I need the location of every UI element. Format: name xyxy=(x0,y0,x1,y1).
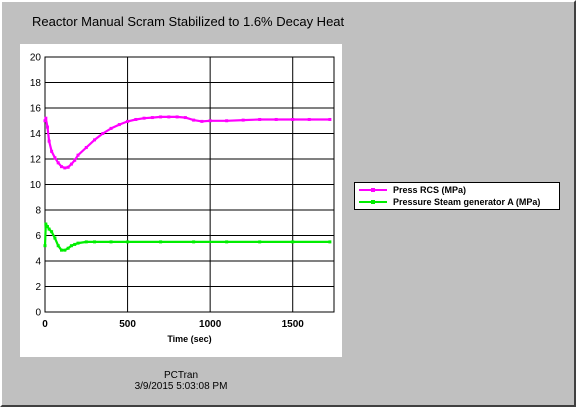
data-point xyxy=(44,116,48,120)
data-point xyxy=(328,117,332,121)
data-point xyxy=(45,225,49,229)
data-point xyxy=(56,244,60,248)
data-point xyxy=(45,125,49,129)
data-point xyxy=(84,146,88,150)
data-point xyxy=(192,240,196,244)
data-point xyxy=(76,241,80,245)
data-point xyxy=(63,248,67,252)
data-point xyxy=(63,166,67,170)
y-tick-label: 0 xyxy=(35,308,41,319)
y-tick-label: 8 xyxy=(35,206,41,217)
series-line-1 xyxy=(43,222,330,252)
data-point xyxy=(56,161,60,165)
series-line-0 xyxy=(43,115,330,169)
x-tick-label: 1000 xyxy=(199,319,222,330)
data-point xyxy=(44,222,48,226)
y-tick-label: 20 xyxy=(30,53,42,64)
data-point xyxy=(60,248,64,252)
data-point xyxy=(258,117,262,121)
plot-panel xyxy=(20,44,342,357)
data-point xyxy=(150,116,154,120)
y-tick-label: 14 xyxy=(30,129,42,140)
footer-timestamp: 3/9/2015 5:03:08 PM xyxy=(134,381,228,392)
data-point xyxy=(225,240,229,244)
y-tick-label: 6 xyxy=(35,231,41,242)
data-point xyxy=(43,244,47,248)
data-point xyxy=(167,115,171,119)
data-point xyxy=(126,119,130,123)
x-tick-label: 0 xyxy=(42,319,48,330)
data-point xyxy=(192,118,196,122)
data-point xyxy=(258,240,262,244)
legend-swatch-pressure-sg-a xyxy=(355,196,393,208)
data-point xyxy=(109,240,113,244)
x-tick-label: 500 xyxy=(119,319,136,330)
legend: Press RCS (MPa) Pressure Steam generator… xyxy=(354,182,560,210)
legend-item-pressure-sg-a: Pressure Steam generator A (MPa) xyxy=(355,196,540,208)
data-point xyxy=(93,138,97,142)
y-tick-label: 18 xyxy=(30,78,42,89)
data-point xyxy=(159,115,163,119)
data-point xyxy=(66,165,70,169)
data-point xyxy=(73,158,77,162)
data-point xyxy=(175,115,179,119)
data-point xyxy=(60,165,64,169)
legend-label-press-rcs: Press RCS (MPa) xyxy=(393,185,467,195)
data-point xyxy=(69,162,73,166)
data-point xyxy=(109,126,113,130)
data-point xyxy=(291,117,295,121)
y-tick-label: 12 xyxy=(30,155,42,166)
data-point xyxy=(208,119,212,123)
data-point xyxy=(200,119,204,123)
data-point xyxy=(225,119,229,123)
y-tick-label: 16 xyxy=(30,104,42,115)
data-point xyxy=(126,240,130,244)
y-tick-label: 10 xyxy=(30,180,42,191)
data-point xyxy=(47,227,51,231)
data-point xyxy=(183,116,187,120)
legend-item-press-rcs: Press RCS (MPa) xyxy=(355,184,466,196)
legend-swatch-press-rcs xyxy=(355,184,393,196)
data-point xyxy=(53,236,57,240)
data-point xyxy=(84,240,88,244)
data-point xyxy=(328,240,332,244)
legend-label-pressure-sg-a: Pressure Steam generator A (MPa) xyxy=(393,197,541,207)
data-point xyxy=(291,240,295,244)
chart-title: Reactor Manual Scram Stabilized to 1.6% … xyxy=(32,14,345,29)
footer-app-name: PCTran xyxy=(163,370,199,381)
data-point xyxy=(142,116,146,120)
y-tick-label: 2 xyxy=(35,282,41,293)
data-point xyxy=(66,246,70,250)
data-point xyxy=(76,153,80,157)
footer: PCTran 3/9/2015 5:03:08 PM xyxy=(0,370,362,392)
x-tick-label: 1500 xyxy=(282,319,305,330)
x-axis-label: Time (sec) xyxy=(167,334,211,344)
data-point xyxy=(101,132,105,135)
data-point xyxy=(159,240,163,244)
data-point xyxy=(274,117,278,121)
y-tick-label: 4 xyxy=(35,257,41,268)
data-point xyxy=(50,230,54,234)
data-point xyxy=(47,139,51,143)
data-point xyxy=(53,156,57,160)
data-point xyxy=(69,244,73,248)
data-point xyxy=(307,117,311,121)
data-point xyxy=(241,118,245,122)
data-point xyxy=(134,117,138,121)
data-point xyxy=(93,240,97,244)
data-point xyxy=(50,149,54,153)
data-point xyxy=(117,123,121,127)
data-point xyxy=(73,242,77,246)
data-point xyxy=(43,119,47,123)
plot-border xyxy=(44,56,335,313)
